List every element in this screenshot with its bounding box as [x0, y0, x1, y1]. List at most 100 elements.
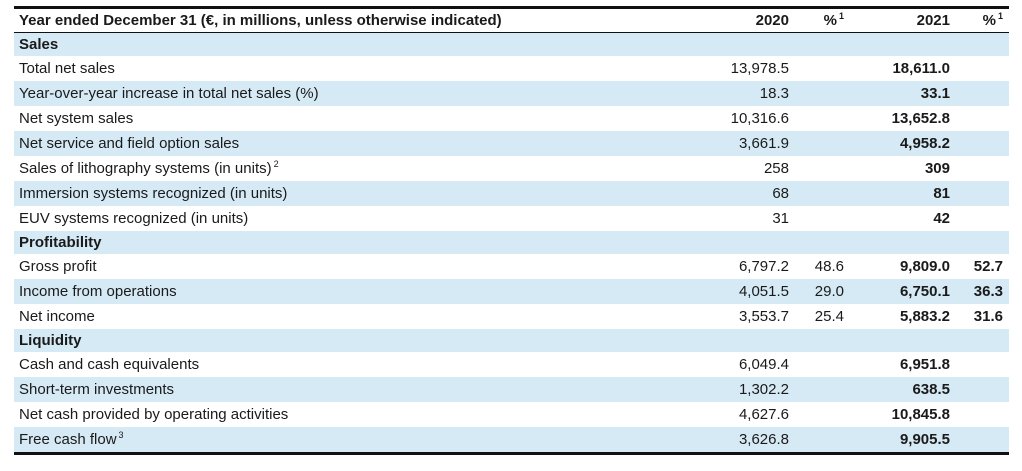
- value-2020-cell: 18.3: [696, 81, 796, 106]
- header-2021: 2021: [856, 9, 966, 33]
- percent-2020-cell: [796, 181, 856, 206]
- value-2020-cell: 4,627.6: [738, 406, 789, 423]
- section-title: Liquidity: [14, 329, 1009, 352]
- row-label-cell: Short-term investments: [14, 377, 696, 402]
- value-2021-cell: 6,951.8: [899, 356, 950, 373]
- value-2021-cell: 81: [856, 181, 966, 206]
- table-row: Sales of lithography systems (in units) 2…: [14, 156, 1009, 181]
- percent-2020-cell: [796, 206, 856, 231]
- value-2020-cell: 3,626.8: [696, 427, 796, 452]
- row-label-cell: EUV systems recognized (in units): [14, 206, 696, 231]
- value-2020-cell: 3,553.7: [738, 308, 789, 325]
- section-header-row: Profitability: [14, 231, 1009, 254]
- percent-2020-cell: 29.0: [796, 279, 856, 304]
- value-2020-cell: 10,316.6: [730, 110, 789, 127]
- percent-2020-cell: [796, 377, 856, 402]
- table-row: EUV systems recognized (in units) 31 42: [14, 206, 1009, 231]
- value-2021-cell: 4,958.2: [856, 131, 966, 156]
- section-header-row: Sales: [14, 32, 1009, 56]
- value-2020-cell: 31: [772, 210, 789, 227]
- section-title: Profitability: [14, 231, 1009, 254]
- value-2021-cell: 6,750.1: [856, 279, 966, 304]
- value-2021-cell: 33.1: [856, 81, 966, 106]
- percent-2021-cell: [966, 106, 1009, 131]
- percent-2021-cell: [966, 402, 1009, 427]
- percent-2021-cell: 31.6: [973, 308, 1003, 325]
- row-label: Net income: [19, 308, 95, 325]
- table-row: Free cash flow 3 3,626.8 9,905.5: [14, 427, 1009, 452]
- header-pct-2020-text: %: [823, 12, 837, 29]
- table-row: Net cash provided by operating activitie…: [14, 402, 1009, 427]
- percent-2021-cell: [966, 156, 1009, 181]
- row-label-cell: Cash and cash equivalents: [14, 352, 696, 377]
- percent-2020-cell: [796, 352, 856, 377]
- percent-2021-cell: 36.3: [966, 279, 1009, 304]
- table-row: Total net sales 13,978.5 18,611.0: [14, 56, 1009, 81]
- value-2021-cell: 9,809.0: [899, 258, 950, 275]
- percent-2020-cell: 25.4: [814, 308, 844, 325]
- header-pct-2020-footnote: 1: [838, 11, 844, 21]
- percent-2020-cell: [796, 402, 856, 427]
- row-label: Year-over-year increase in total net sal…: [19, 85, 319, 102]
- value-2021-cell: 5,883.2: [899, 308, 950, 325]
- value-2020-cell: 6,049.4: [738, 356, 789, 373]
- financial-summary-table: Year ended December 31 (€, in millions, …: [14, 9, 1009, 452]
- value-2020-cell: 1,302.2: [696, 377, 796, 402]
- table-row: Year-over-year increase in total net sal…: [14, 81, 1009, 106]
- percent-2020-cell: [796, 427, 856, 452]
- table-row: Gross profit 6,797.2 48.6 9,809.0 52.7: [14, 254, 1009, 279]
- percent-2021-cell: [966, 427, 1009, 452]
- table-row: Cash and cash equivalents 6,049.4 6,951.8: [14, 352, 1009, 377]
- percent-2020-cell: [796, 131, 856, 156]
- row-label-cell: Free cash flow 3: [14, 427, 696, 452]
- row-label: Cash and cash equivalents: [19, 356, 200, 373]
- row-label: EUV systems recognized (in units): [19, 210, 249, 227]
- table-body: Sales Total net sales 13,978.5 18,611.0 Year…: [14, 32, 1009, 452]
- row-label-cell: Net income: [14, 304, 696, 329]
- row-label-cell: Total net sales: [14, 56, 696, 81]
- value-2021-cell: 10,845.8: [891, 406, 950, 423]
- value-2020-cell: 6,797.2: [738, 258, 789, 275]
- table-row: Net income 3,553.7 25.4 5,883.2 31.6: [14, 304, 1009, 329]
- percent-2021-cell: [966, 377, 1009, 402]
- row-label: Short-term investments: [19, 381, 175, 398]
- header-pct-2020: % 1: [796, 9, 856, 33]
- table-row: Net service and field option sales 3,661.…: [14, 131, 1009, 156]
- value-2021-cell: 18,611.0: [892, 60, 950, 77]
- value-2021-cell: 309: [924, 160, 950, 177]
- percent-2020-cell: [796, 81, 856, 106]
- percent-2021-cell: [966, 56, 1009, 81]
- header-pct-2021-footnote: 1: [997, 11, 1003, 21]
- percent-2020-cell: 48.6: [814, 258, 844, 275]
- percent-2021-cell: [966, 81, 1009, 106]
- value-2021-cell: 9,905.5: [856, 427, 966, 452]
- value-2020-cell: 258: [763, 160, 789, 177]
- table-row: Short-term investments 1,302.2 638.5: [14, 377, 1009, 402]
- value-2020-cell: 4,051.5: [696, 279, 796, 304]
- value-2020-cell: 13,978.5: [730, 60, 789, 77]
- row-label-cell: Net cash provided by operating activitie…: [14, 402, 696, 427]
- percent-2021-cell: [966, 206, 1009, 231]
- row-label: Free cash flow: [19, 431, 117, 448]
- row-label: Sales of lithography systems (in units): [19, 160, 272, 177]
- percent-2020-cell: [796, 106, 856, 131]
- row-label-cell: Year-over-year increase in total net sal…: [14, 81, 696, 106]
- value-2020-cell: 3,661.9: [696, 131, 796, 156]
- row-label: Net cash provided by operating activitie…: [19, 406, 289, 423]
- header-label: Year ended December 31 (€, in millions, …: [14, 9, 696, 33]
- row-label: Income from operations: [19, 283, 177, 300]
- table-row: Income from operations 4,051.5 29.0 6,750.1…: [14, 279, 1009, 304]
- row-label-cell: Net service and field option sales: [14, 131, 696, 156]
- value-2021-cell: 638.5: [856, 377, 966, 402]
- value-2021-cell: 13,652.8: [891, 110, 950, 127]
- section-title: Sales: [14, 32, 1009, 56]
- row-label: Immersion systems recognized (in units): [19, 185, 288, 202]
- value-2021-cell: 42: [933, 210, 950, 227]
- percent-2021-cell: [966, 352, 1009, 377]
- row-label-cell: Income from operations: [14, 279, 696, 304]
- row-footnote-marker: 2: [273, 159, 279, 169]
- row-label-cell: Sales of lithography systems (in units) 2: [14, 156, 696, 181]
- percent-2020-cell: [796, 56, 856, 81]
- financial-summary-table-container: Year ended December 31 (€, in millions, …: [14, 6, 1009, 455]
- header-2020: 2020: [696, 9, 796, 33]
